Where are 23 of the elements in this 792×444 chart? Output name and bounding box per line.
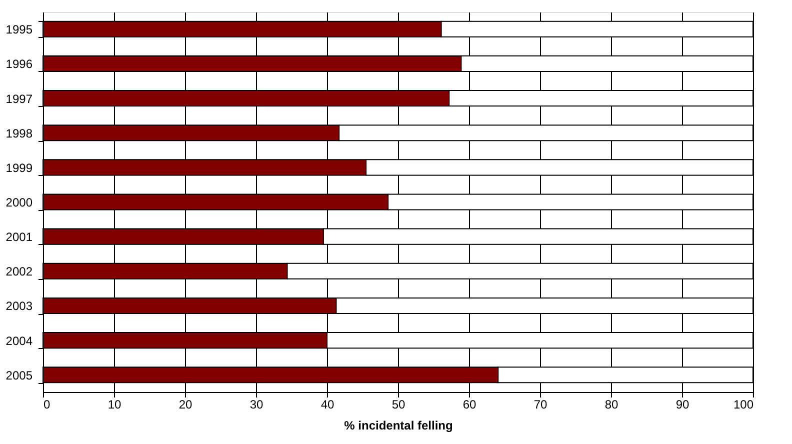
x-tick-label: 10	[108, 398, 122, 412]
y-tick-label: 1995	[6, 22, 33, 37]
x-tick-label: 30	[250, 398, 264, 412]
y-tick-label: 2003	[6, 299, 33, 314]
x-tick-label: 50	[392, 398, 406, 412]
x-tick-label: 90	[676, 398, 690, 412]
x-tick-label: 20	[178, 398, 192, 412]
x-axis-title: % incidental felling	[344, 418, 453, 432]
y-tick-label: 2001	[6, 230, 33, 244]
x-tick-label: 60	[462, 398, 476, 412]
x-tick-label: 40	[320, 398, 334, 412]
y-tick-label: 1996	[6, 57, 33, 72]
y-tick-label: 1998	[6, 126, 33, 140]
x-tick-label: 80	[604, 398, 618, 412]
x-tick-label: 100	[733, 398, 754, 412]
y-tick-label: 2002	[6, 264, 33, 279]
y-tick-label: 2005	[6, 368, 33, 382]
y-tick-label: 2004	[6, 334, 33, 348]
x-tick-label: 0	[44, 398, 50, 412]
x-tick-label: 70	[534, 398, 548, 412]
y-tick-label: 2000	[6, 196, 33, 210]
y-tick-label: 1997	[6, 92, 33, 106]
y-tick-label: 1999	[6, 160, 33, 175]
